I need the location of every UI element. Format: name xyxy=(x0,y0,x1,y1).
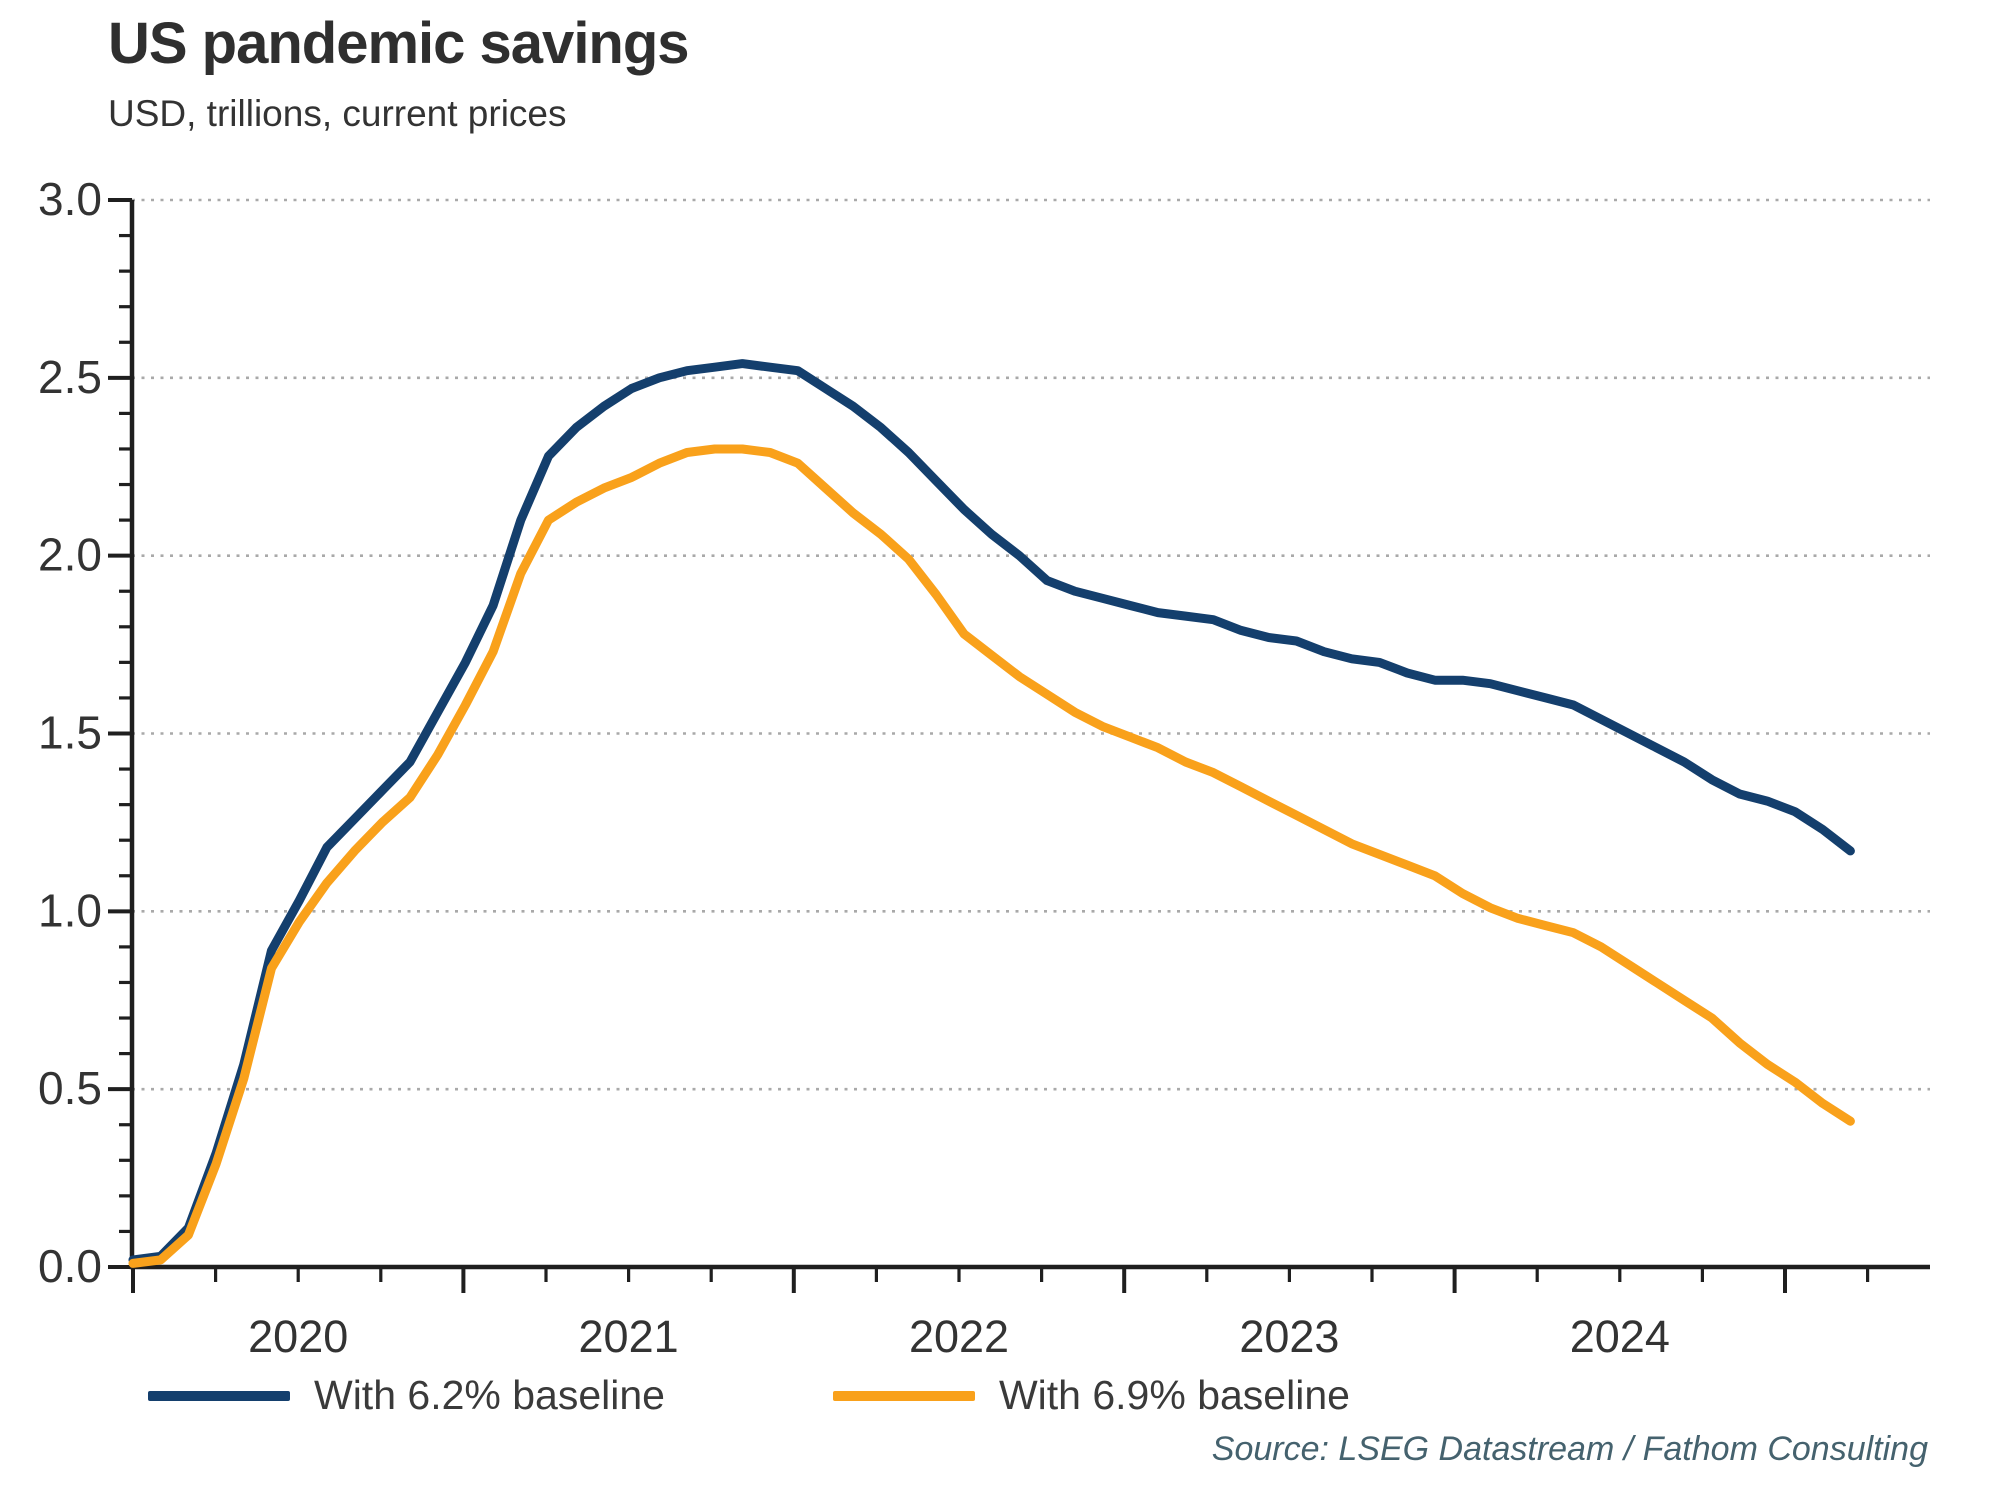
y-tick-label-3.0: 3.0 xyxy=(38,173,102,225)
legend-item-baseline-69: With 6.9% baseline xyxy=(832,1372,1350,1419)
chart-legend: With 6.2% baseline With 6.9% baseline xyxy=(148,1372,1350,1419)
axis-lines xyxy=(129,200,1930,1270)
x-year-label-2021: 2021 xyxy=(579,1311,679,1362)
source-attribution: Source: LSEG Datastream / Fathom Consult… xyxy=(1211,1430,1928,1468)
y-tick-label-2.5: 2.5 xyxy=(38,351,102,403)
y-tick-label-1.5: 1.5 xyxy=(38,707,102,759)
x-year-label-2020: 2020 xyxy=(248,1311,348,1362)
legend-item-baseline-62: With 6.2% baseline xyxy=(148,1372,665,1419)
chart-title: US pandemic savings xyxy=(108,11,690,76)
y-tick-label-1.0: 1.0 xyxy=(38,884,102,936)
x-year-label-2023: 2023 xyxy=(1239,1311,1339,1362)
legend-label: With 6.2% baseline xyxy=(314,1372,665,1418)
series-line-with-6-9-baseline xyxy=(128,444,1855,1268)
y-tick-label-0.0: 0.0 xyxy=(38,1240,102,1292)
legend-swatch-orange xyxy=(832,1390,975,1401)
y-tick-label-0.5: 0.5 xyxy=(38,1062,102,1114)
legend-label: With 6.9% baseline xyxy=(998,1372,1350,1418)
x-year-label-2022: 2022 xyxy=(909,1311,1009,1362)
y-tick-label-2.0: 2.0 xyxy=(38,529,102,581)
x-year-label-2024: 2024 xyxy=(1570,1311,1670,1362)
legend-swatch-navy xyxy=(148,1390,290,1401)
series-line-with-6-2-baseline xyxy=(128,359,1855,1265)
chart-subtitle: USD, trillions, current prices xyxy=(108,93,567,134)
